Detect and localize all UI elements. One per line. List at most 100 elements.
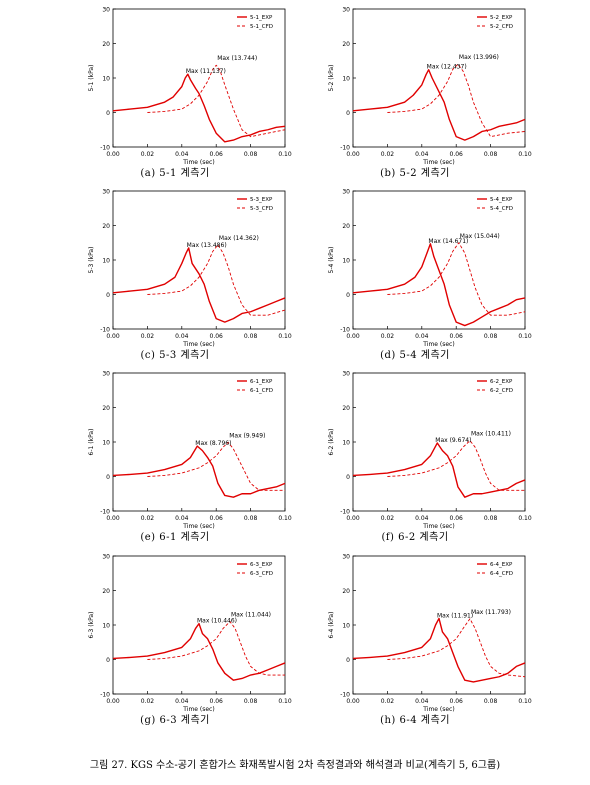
x-tick-label: 0.10 bbox=[278, 515, 292, 522]
y-tick-label: 0 bbox=[106, 657, 110, 664]
x-tick-label: 0.06 bbox=[210, 698, 224, 705]
y-tick-label: 20 bbox=[102, 223, 110, 230]
chart-svg: -10 0 10 20 30 0.00 0.02 0.04 0.06 0.08 0.10 Time (… bbox=[88, 371, 292, 531]
panel-caption: (e) 6-1 계측기 bbox=[140, 532, 210, 543]
chart-svg: -10 0 10 20 30 0.00 0.02 0.04 0.06 0.08 0.10 Time (… bbox=[88, 554, 292, 714]
x-axis-label: Time (sec) bbox=[182, 523, 214, 530]
y-tick-label: 10 bbox=[102, 623, 110, 630]
x-tick-label: 0.10 bbox=[278, 333, 292, 340]
y-tick-label: -10 bbox=[340, 327, 350, 334]
legend-label-cfd: 6-2_CFD bbox=[490, 388, 513, 394]
cfd-peak-label: Max (9.949) bbox=[229, 432, 265, 439]
legend-label-cfd: 5-2_CFD bbox=[490, 24, 513, 30]
y-tick-label: -10 bbox=[340, 145, 350, 152]
legend-label-cfd: 6-3_CFD bbox=[250, 571, 273, 577]
panel-caption: (c) 5-3 계측기 bbox=[140, 350, 210, 361]
legend-label-cfd: 6-1_CFD bbox=[250, 388, 273, 394]
x-tick-label: 0.00 bbox=[106, 698, 120, 705]
x-tick-label: 0.00 bbox=[346, 151, 360, 158]
x-tick-label: 0.08 bbox=[244, 333, 258, 340]
x-tick-label: 0.04 bbox=[415, 333, 429, 340]
chart-svg: -10 0 10 20 30 0.00 0.02 0.04 0.06 0.08 0.10 Time (… bbox=[88, 189, 292, 349]
y-tick-label: 30 bbox=[342, 7, 350, 14]
x-tick-label: 0.04 bbox=[175, 333, 189, 340]
x-tick-label: 0.08 bbox=[484, 698, 498, 705]
chart-svg: -10 0 10 20 30 0.00 0.02 0.04 0.06 0.08 0.10 Time (… bbox=[328, 7, 532, 167]
x-tick-label: 0.04 bbox=[175, 698, 189, 705]
y-tick-label: -10 bbox=[100, 509, 110, 516]
series-line-exp bbox=[352, 69, 526, 141]
chart-panel-4: -10 0 10 20 30 0.00 0.02 0.04 0.06 0.08 0.10 Time (… bbox=[295, 186, 535, 366]
panel-caption: (g) 6-3 계측기 bbox=[140, 715, 210, 726]
y-tick-label: 20 bbox=[342, 41, 350, 48]
x-tick-label: 0.02 bbox=[141, 151, 155, 158]
x-tick-label: 0.00 bbox=[346, 333, 360, 340]
series-line-cfd bbox=[387, 618, 526, 678]
x-tick-label: 0.02 bbox=[381, 698, 395, 705]
x-tick-label: 0.02 bbox=[381, 515, 395, 522]
x-tick-label: 0.04 bbox=[175, 515, 189, 522]
legend-label-exp: 6-2_EXP bbox=[490, 379, 513, 385]
y-axis-label: 5-3 (kPa) bbox=[88, 247, 95, 274]
legend-label-exp: 6-1_EXP bbox=[250, 379, 273, 385]
series-line-cfd bbox=[387, 242, 526, 316]
chart-svg: -10 0 10 20 30 0.00 0.02 0.04 0.06 0.08 0.10 Time (… bbox=[328, 189, 532, 349]
y-axis-label: 6-4 (kPa) bbox=[328, 612, 335, 639]
legend-label-cfd: 5-3_CFD bbox=[250, 206, 273, 212]
y-tick-label: 20 bbox=[342, 223, 350, 230]
series-line-cfd bbox=[147, 244, 286, 316]
series-line-exp bbox=[112, 445, 286, 498]
legend-label-exp: 5-1_EXP bbox=[250, 15, 273, 21]
chart-panel-6: -10 0 10 20 30 0.00 0.02 0.04 0.06 0.08 0.10 Time (… bbox=[295, 368, 535, 548]
x-tick-label: 0.04 bbox=[175, 151, 189, 158]
y-tick-label: -10 bbox=[340, 692, 350, 699]
exp-peak-label: Max (10.446) bbox=[197, 618, 237, 625]
x-tick-label: 0.06 bbox=[450, 333, 464, 340]
chart-svg: -10 0 10 20 30 0.00 0.02 0.04 0.06 0.08 0.10 Time (… bbox=[328, 554, 532, 714]
x-axis-label: Time (sec) bbox=[182, 341, 214, 348]
legend-label-exp: 5-2_EXP bbox=[490, 15, 513, 21]
y-tick-label: 0 bbox=[346, 657, 350, 664]
x-tick-label: 0.08 bbox=[484, 333, 498, 340]
legend-label-exp: 5-4_EXP bbox=[490, 197, 513, 203]
y-axis-label: 6-1 (kPa) bbox=[88, 429, 95, 456]
x-tick-label: 0.02 bbox=[141, 333, 155, 340]
x-axis-label: Time (sec) bbox=[422, 523, 454, 530]
chart-panel-2: -10 0 10 20 30 0.00 0.02 0.04 0.06 0.08 0.10 Time (… bbox=[295, 4, 535, 184]
exp-peak-label: Max (11.91) bbox=[437, 612, 473, 619]
x-tick-label: 0.00 bbox=[106, 333, 120, 340]
cfd-peak-label: Max (11.044) bbox=[231, 612, 271, 619]
y-tick-label: 0 bbox=[346, 474, 350, 481]
panel-caption: (d) 5-4 계측기 bbox=[380, 350, 450, 361]
y-tick-label: 10 bbox=[342, 76, 350, 83]
legend-label-exp: 6-3_EXP bbox=[250, 562, 273, 568]
panel-caption: (b) 5-2 계측기 bbox=[380, 168, 450, 179]
cfd-peak-label: Max (14.362) bbox=[219, 235, 259, 242]
x-tick-label: 0.08 bbox=[484, 515, 498, 522]
x-tick-label: 0.08 bbox=[244, 698, 258, 705]
x-tick-label: 0.02 bbox=[381, 151, 395, 158]
y-tick-label: 20 bbox=[102, 41, 110, 48]
y-tick-label: 20 bbox=[102, 588, 110, 595]
series-line-exp bbox=[112, 247, 286, 323]
legend-label-exp: 5-3_EXP bbox=[250, 197, 273, 203]
series-line-exp bbox=[112, 622, 286, 681]
figure-caption: 그림 27. KGS 수소-공기 혼합가스 화재폭발시험 2차 측정결과와 해석… bbox=[89, 760, 501, 771]
series-line-exp bbox=[112, 73, 286, 143]
x-tick-label: 0.00 bbox=[346, 698, 360, 705]
x-tick-label: 0.06 bbox=[450, 698, 464, 705]
chart-panel-1: -10 0 10 20 30 0.00 0.02 0.04 0.06 0.08 0.10 Time (… bbox=[55, 4, 295, 184]
y-tick-label: 10 bbox=[102, 76, 110, 83]
y-tick-label: 20 bbox=[342, 405, 350, 412]
series-line-cfd bbox=[147, 64, 286, 138]
exp-peak-label: Max (9.674) bbox=[435, 437, 471, 444]
panel-caption: (h) 6-4 계측기 bbox=[380, 715, 450, 726]
x-tick-label: 0.02 bbox=[141, 698, 155, 705]
x-tick-label: 0.04 bbox=[415, 515, 429, 522]
y-tick-label: -10 bbox=[100, 145, 110, 152]
x-tick-label: 0.08 bbox=[244, 515, 258, 522]
cfd-peak-label: Max (15.044) bbox=[460, 233, 500, 240]
y-tick-label: 10 bbox=[342, 258, 350, 265]
y-tick-label: 0 bbox=[346, 292, 350, 299]
exp-peak-label: Max (11.137) bbox=[186, 68, 226, 75]
